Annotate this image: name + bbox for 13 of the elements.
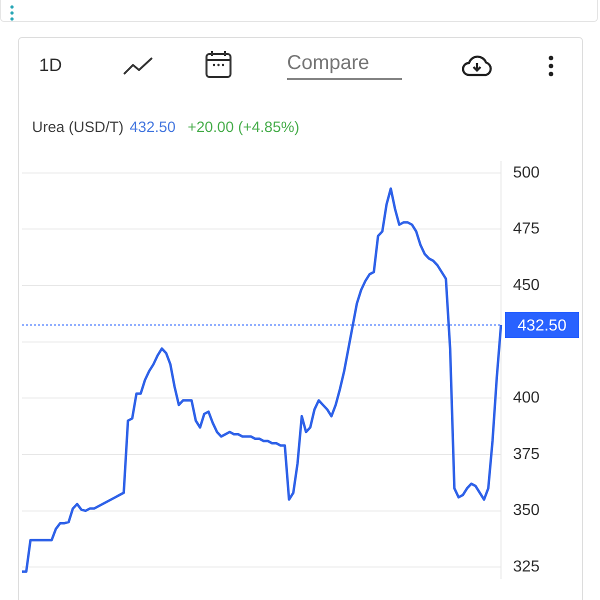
y-tick-label: 325 <box>513 558 540 576</box>
y-tick-label: 350 <box>513 502 540 520</box>
text: +20.00 (+4.85%) <box>188 119 300 136</box>
text: 1D <box>39 55 62 76</box>
compare-field: Compare <box>287 52 402 80</box>
ref-line-label: 432.50 <box>518 317 567 334</box>
y-tick-label: 450 <box>513 276 540 294</box>
y-tick-label: 475 <box>513 220 540 238</box>
y-tick-label: 500 <box>513 164 540 182</box>
y-tick-label: 375 <box>513 446 540 463</box>
text: 432.50 <box>130 119 176 136</box>
chart-title: Urea (USD/T) <box>32 119 124 136</box>
y-tick-label: 400 <box>513 390 540 407</box>
